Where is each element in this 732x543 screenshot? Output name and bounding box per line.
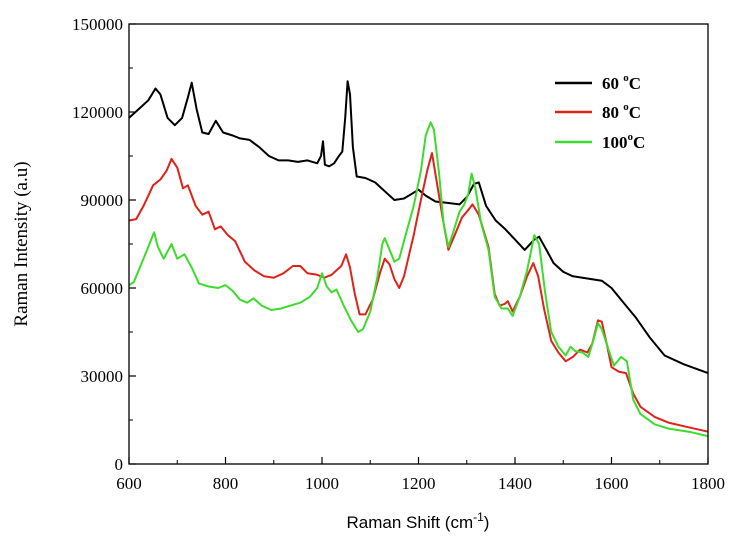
y-tick-labels: 0 30000 60000 90000 120000 150000 [72, 15, 123, 474]
x-major-ticks [128, 457, 709, 464]
x-tick-label-6: 1800 [691, 474, 725, 493]
legend-label-80c-sup: o [623, 101, 629, 113]
y-minor-ticks [129, 67, 133, 421]
plot-frame [128, 23, 709, 465]
legend: 60 oC 80 oC 100oC [555, 72, 645, 152]
x-tick-label-0: 600 [116, 474, 142, 493]
x-tick-label-1: 800 [213, 474, 239, 493]
y-tick-label-5: 150000 [72, 15, 123, 34]
x-tick-label-5: 1600 [595, 474, 629, 493]
series-line-60c [128, 80, 709, 375]
series-lines [128, 80, 709, 438]
legend-label-80c: 80 oC [602, 101, 641, 122]
x-tick-label-2: 1000 [305, 474, 339, 493]
x-axis-title-sup: -1 [473, 510, 484, 524]
x-axis-title-close: ) [484, 513, 490, 532]
y-tick-label-4: 120000 [72, 103, 123, 122]
x-minor-ticks [176, 460, 661, 464]
legend-label-100c: 100oC [602, 131, 645, 152]
y-tick-label-1: 30000 [81, 367, 124, 386]
y-tick-label-2: 60000 [81, 279, 124, 298]
y-axis-title-text: Raman Intensity (a.u) [11, 161, 32, 326]
legend-label-80c-main: 80 [602, 103, 623, 122]
legend-label-100c-tail: C [633, 133, 645, 152]
x-tick-label-3: 1200 [402, 474, 436, 493]
x-tick-label-4: 1400 [498, 474, 532, 493]
series-line-100c [128, 121, 709, 438]
legend-label-60c-sup: o [623, 72, 629, 84]
legend-label-60c-main: 60 [602, 74, 623, 93]
y-tick-label-3: 90000 [81, 191, 124, 210]
x-axis-title-text: Raman Shift (cm [347, 513, 474, 532]
series-line-80c [128, 152, 709, 433]
x-tick-labels: 600 800 1000 1200 1400 1600 1800 [116, 474, 725, 493]
legend-label-100c-sup: o [628, 131, 634, 143]
x-axis-title: Raman Shift (cm-1) [347, 510, 490, 532]
y-axis-title: Raman Intensity (a.u) [11, 161, 32, 326]
legend-label-60c: 60 oC [602, 72, 641, 93]
legend-label-100c-main: 100 [602, 133, 628, 152]
legend-label-60c-tail: C [629, 74, 641, 93]
legend-label-80c-tail: C [629, 103, 641, 122]
y-tick-label-0: 0 [115, 455, 124, 474]
